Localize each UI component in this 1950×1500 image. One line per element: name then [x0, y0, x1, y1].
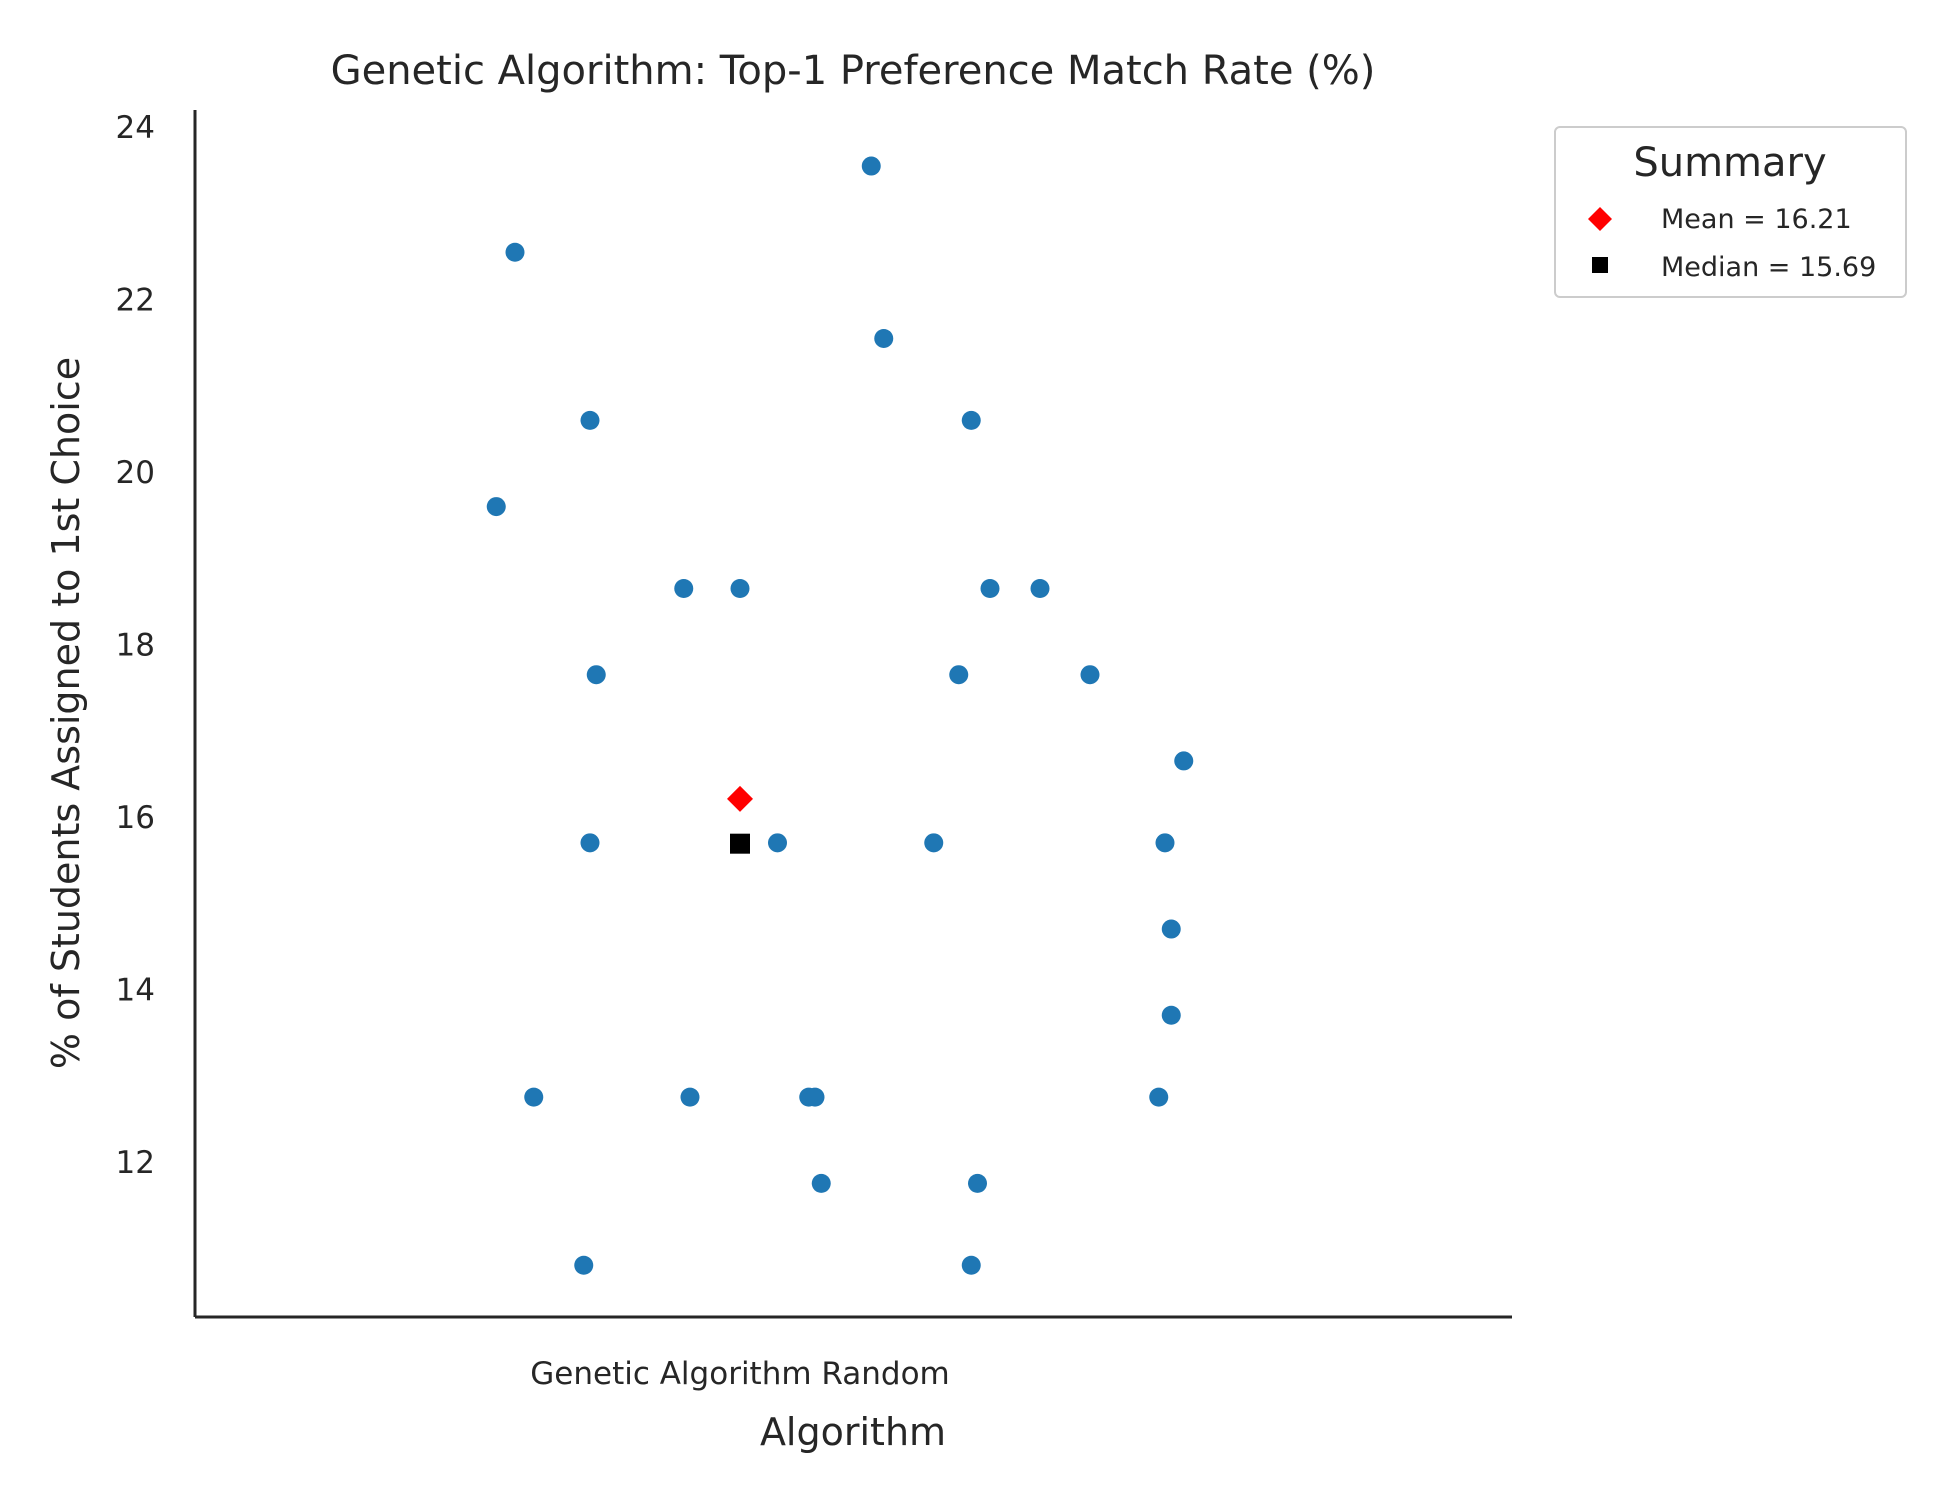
data-point: [680, 1087, 700, 1107]
data-point: [1161, 919, 1181, 939]
legend-mean-label: Mean = 16.21: [1661, 204, 1852, 235]
data-point: [924, 833, 944, 853]
data-point: [980, 578, 1000, 598]
data-point: [730, 578, 750, 598]
data-point: [1080, 665, 1100, 685]
data-point: [1155, 833, 1175, 853]
median-marker: [730, 833, 750, 854]
legend-mean-marker: [1588, 207, 1612, 231]
data-point: [961, 410, 981, 430]
data-point: [580, 833, 600, 853]
y-tick-label: 18: [116, 628, 155, 664]
data-point: [968, 1173, 987, 1193]
data-point: [505, 242, 525, 262]
legend-title: Summary: [1633, 140, 1826, 186]
y-tick-label: 14: [116, 972, 155, 1008]
data-point: [1149, 1087, 1169, 1107]
data-point: [949, 665, 969, 685]
chart-title: Genetic Algorithm: Top-1 Preference Matc…: [331, 48, 1376, 94]
data-point: [1030, 578, 1050, 598]
y-tick-label: 24: [116, 110, 155, 146]
data-point: [811, 1173, 831, 1193]
legend-box: [1554, 126, 1907, 298]
data-point: [674, 578, 694, 598]
data-point: [1174, 751, 1194, 771]
y-tick-label: 16: [116, 800, 155, 836]
data-point: [486, 497, 506, 517]
y-tick-label: 22: [116, 283, 155, 319]
x-axis-label: Algorithm: [760, 1410, 946, 1454]
plot-area: [486, 156, 1194, 1275]
data-point: [1161, 1005, 1181, 1025]
data-point: [524, 1087, 544, 1107]
data-point: [586, 665, 606, 685]
y-tick-label: 20: [116, 455, 155, 491]
data-point: [768, 833, 787, 853]
y-tick-labels: 12 14 16 18 20 22 24: [116, 110, 155, 1181]
data-point: [805, 1087, 825, 1107]
data-point: [861, 156, 881, 176]
legend-median-label: Median = 15.69: [1661, 252, 1876, 283]
legend-median-marker: [1592, 257, 1608, 273]
data-point: [574, 1255, 594, 1275]
x-tick-label: Genetic Algorithm Random: [530, 1356, 950, 1392]
y-axis-label: % of Students Assigned to 1st Choice: [44, 357, 88, 1069]
y-tick-label: 12: [116, 1145, 155, 1181]
data-point: [580, 410, 600, 430]
legend: Summary Mean = 16.21 Median = 15.69: [1554, 126, 1907, 298]
mean-marker: [727, 785, 753, 812]
data-point: [874, 328, 894, 348]
data-point: [961, 1255, 981, 1275]
